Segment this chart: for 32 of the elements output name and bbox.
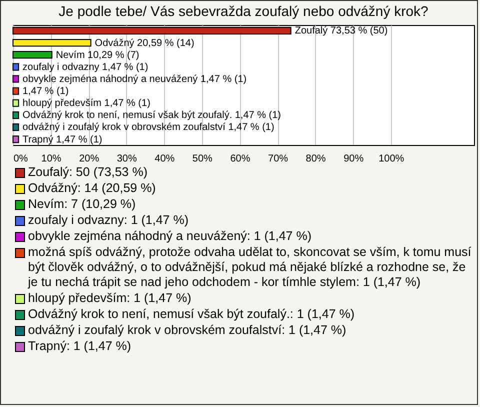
x-tick-label: 100% [378, 154, 404, 164]
legend-label: Zoufalý: 50 (73,53 %) [28, 165, 148, 180]
x-tick-label: 60% [230, 154, 250, 164]
x-tick-label: 40% [154, 154, 175, 164]
x-tick-label: 10% [41, 154, 62, 164]
data-label: obvykle zejména náhodný a neuvážený 1,47 % (1) [22, 74, 247, 85]
legend-label: obvykle zejména náhodný a neuvážený: 1 (1,47 %) [28, 229, 312, 244]
data-label: zoufaly i odvazny 1,47 % (1) [22, 62, 148, 73]
legend-label: Odvážný krok to není, nemusí však být zoufalý.: 1 (1,47 %) [28, 307, 355, 322]
legend-label: odvážný i zoufalý krok v obrovském zoufalství: 1 (1,47 %) [28, 323, 346, 338]
data-label: Trapný 1,47 % (1) [22, 134, 102, 146]
legend-label: Odvážný: 14 (20,59 %) [28, 181, 156, 196]
x-tick-label: 90% [344, 154, 364, 164]
legend-label: Trapný: 1 (1,47 %) [28, 339, 132, 354]
data-label: hloupý především 1,47 % (1) [22, 98, 150, 110]
data-label: odvážný i zoufalý krok v obrovském zoufalství 1,47 % (1) [22, 122, 274, 134]
x-tick-label: 80% [306, 154, 326, 164]
x-tick-label: 70% [268, 154, 288, 164]
legend-label: zoufaly i odvazny: 1 (1,47 %) [28, 213, 188, 228]
legend-label: hloupý především: 1 (1,47 %) [28, 291, 192, 306]
data-label: Nevím 10,29 % (7) [56, 50, 140, 61]
x-tick-label: 30% [116, 154, 137, 164]
x-tick-label: 50% [192, 154, 213, 164]
data-label: 1,47 % (1) [22, 86, 69, 98]
legend-label: Nevím: 7 (10,29 %) [28, 197, 136, 212]
data-label: Zoufalý 73,53 % (50) [294, 26, 388, 37]
data-label: Odvážný 20,59 % (14) [94, 38, 194, 49]
data-label: Odvážný krok to není, nemusí však být zoufalý. 1,47 % (1) [22, 110, 282, 122]
legend-label: možná spíš odvážný, protože odvaha udělat to, skoncovat se vším, k tomu musí být člověk odvážný, o to odvážnější, pokud má nějaké blízké a rozhodne se, že je tu nechá trápit se nad jeho odchodem - kor tímhle stylem: 1 (1,47 %) [28, 245, 472, 290]
chart-title: Je podle tebe/ Vás sebevražda zoufalý nebo odvážný krok? [58, 3, 429, 19]
x-tick-label: 20% [79, 154, 100, 164]
x-tick-label: 0% [14, 154, 28, 164]
